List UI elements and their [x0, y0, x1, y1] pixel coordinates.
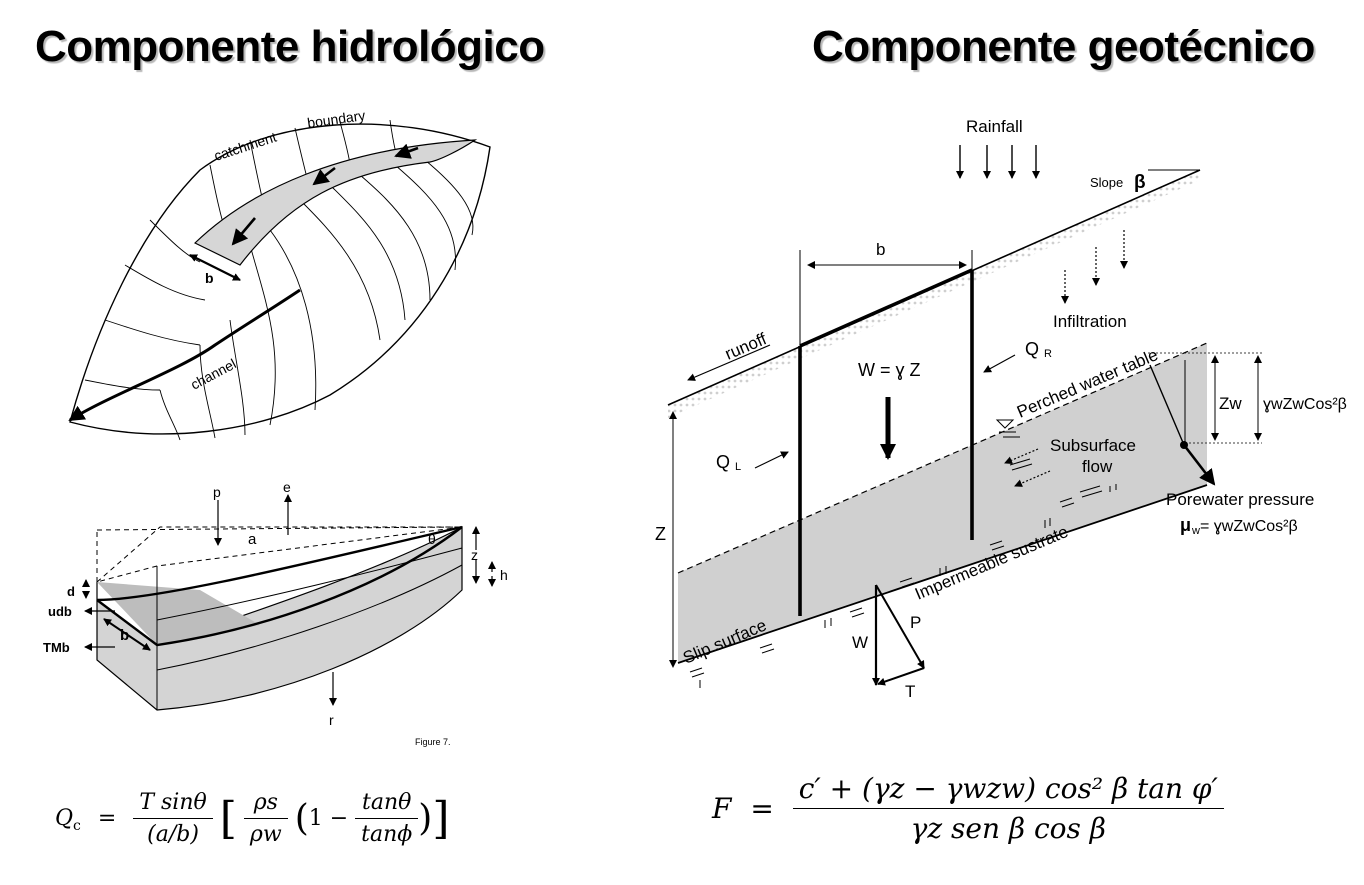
label-qr-sub: R	[1044, 348, 1052, 360]
formula-left-one-minus: 1 −	[308, 806, 349, 831]
label-slope-beta: β	[1134, 172, 1146, 193]
label-e: e	[283, 479, 291, 495]
formula-left-rho-den: ρw	[249, 822, 282, 847]
label-mu: μ	[1180, 515, 1191, 535]
formula-left-lhs: Q	[55, 806, 74, 831]
formula-right-num: c′ + (γz − γwzw) cos² β tan φ′	[792, 772, 1224, 809]
label-ql-sub: L	[735, 461, 741, 473]
formula-left-den: (a/b)	[147, 822, 199, 847]
formula-right-frac: c′ + (γz − γwzw) cos² β tan φ′ γz sen β …	[792, 772, 1224, 845]
formula-safety-factor: F = c′ + (γz − γwzw) cos² β tan φ′ γz se…	[712, 772, 1224, 845]
label-flow: flow	[1082, 457, 1113, 476]
formula-left-num: T sinθ	[133, 790, 213, 819]
label-z-depth: Z	[655, 524, 666, 544]
label-a: a	[248, 531, 257, 548]
formula-left-frac1: T sinθ (a/b)	[133, 790, 213, 847]
label-mu-sub: w	[1191, 525, 1200, 537]
label-ql: Q	[716, 452, 730, 472]
label-d: d	[67, 584, 75, 599]
title-hydrological: Componente hidrológico	[35, 22, 545, 71]
label-weight-eq: W = ɣ Z	[858, 360, 921, 380]
label-r: r	[329, 712, 334, 728]
title-geotechnical: Componente geotécnico	[812, 22, 1315, 71]
hillslope-block-diagram: p e a θ z h d udb b TMb r Figure 7.	[43, 479, 508, 747]
formula-right-den: γz sen β cos β	[910, 812, 1106, 845]
catchment-diagram: catchment boundary b channel	[68, 107, 491, 441]
label-udb: udb	[48, 604, 72, 619]
formula-left-tan-num: tanθ	[355, 790, 419, 819]
formula-left-lhs-sub: c	[73, 817, 81, 834]
formula-left-tan-den: tanϕ	[361, 822, 413, 847]
label-theta: θ	[428, 531, 436, 547]
label-rainfall: Rainfall	[966, 117, 1023, 136]
formula-left-frac-rho: ρs ρw	[243, 790, 288, 847]
formula-left-rho-num: ρs	[243, 790, 288, 819]
formula-left-frac-tan: tanθ tanϕ	[355, 790, 419, 847]
label-p: p	[213, 484, 221, 500]
label-slope: Slope	[1090, 175, 1123, 190]
label-mu-rhs: = ɣwZwCos²β	[1200, 518, 1298, 535]
label-p-force: P	[910, 613, 921, 632]
figure-caption: Figure 7.	[415, 737, 451, 747]
label-runoff: runoff	[722, 329, 769, 363]
label-subsurface: Subsurface	[1050, 436, 1136, 455]
label-b-width: b	[876, 240, 885, 259]
label-h: h	[500, 567, 508, 583]
label-tmb: TMb	[43, 640, 70, 655]
infinite-slope-diagram: Rainfall Slope β b Infiltration runoff Q…	[655, 117, 1347, 701]
label-z: z	[471, 547, 478, 563]
label-t-force: T	[905, 682, 915, 701]
label-qr: Q	[1025, 339, 1039, 359]
label-porewater-pressure: Porewater pressure	[1166, 490, 1314, 509]
label-b-catchment: b	[205, 270, 214, 286]
label-zw: Zw	[1219, 394, 1242, 413]
label-pressure-expr: ɣwZwCos²β	[1263, 396, 1347, 413]
label-w-force: W	[852, 633, 868, 652]
formula-hydrological: Qc = T sinθ (a/b) [ ρs ρw (1 − tanθ tanϕ…	[55, 790, 450, 847]
label-infiltration: Infiltration	[1053, 312, 1127, 331]
formula-right-lhs: F	[712, 792, 732, 825]
label-b-block: b	[120, 627, 129, 644]
